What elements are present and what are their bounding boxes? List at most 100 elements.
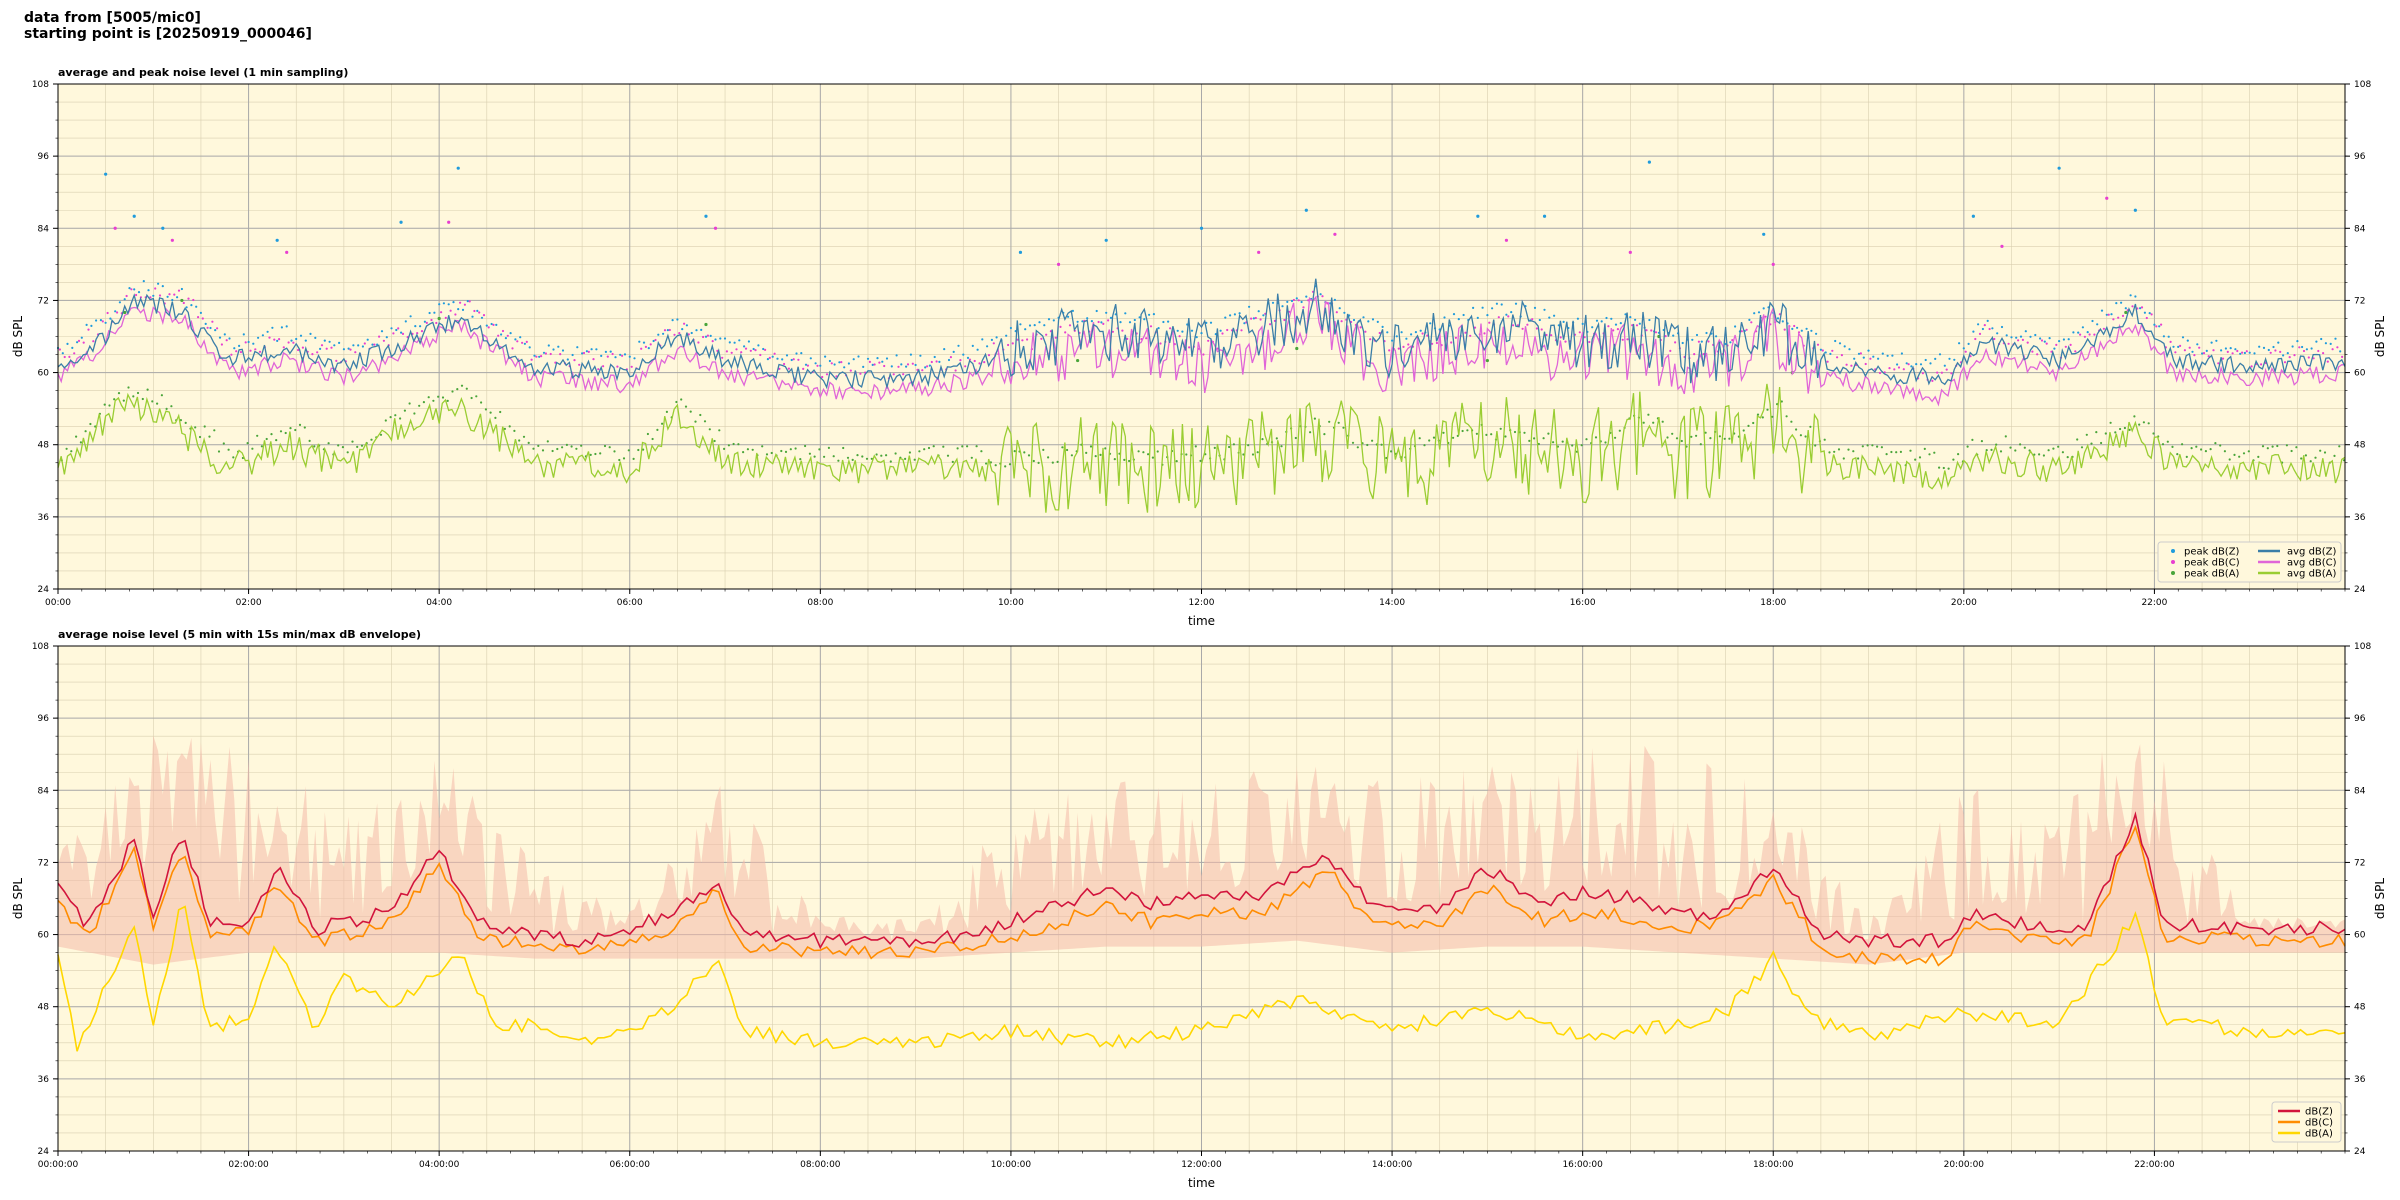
peak-extreme-point: [180, 298, 184, 303]
panel-title: average noise level (5 min with 15s min/…: [58, 628, 421, 641]
peak-extreme-point: [1762, 232, 1766, 236]
peak-z-point: [1581, 322, 1584, 325]
peak-a-point: [384, 419, 387, 422]
peak-z-point: [2181, 336, 2185, 339]
peak-c-point: [1064, 331, 1067, 334]
peak-z-point: [338, 341, 341, 344]
peak-z-point: [1610, 317, 1613, 320]
peak-a-point: [146, 388, 149, 391]
peak-a-point: [1814, 444, 1817, 447]
peak-a-point: [1294, 436, 1297, 440]
peak-z-point: [2091, 319, 2094, 323]
peak-z-point: [218, 336, 222, 339]
peak-z-point: [776, 357, 779, 360]
peak-z-point: [2143, 311, 2146, 314]
peak-z-point: [1419, 329, 1422, 332]
peak-a-point: [2290, 449, 2293, 453]
legend-label: peak dB(C): [2184, 558, 2240, 569]
peak-z-point: [1009, 326, 1013, 330]
peak-z-point: [166, 295, 169, 298]
peak-a-point: [379, 433, 383, 436]
peak-z-point: [1033, 324, 1036, 327]
peak-a-point: [1957, 453, 1960, 456]
peak-c-point: [92, 340, 95, 343]
peak-z-point: [137, 291, 141, 294]
peak-z-point: [838, 361, 841, 364]
peak-extreme-point: [1771, 262, 1775, 266]
peak-z-point: [209, 326, 212, 330]
peak-z-point: [252, 342, 255, 345]
peak-a-point: [837, 459, 840, 462]
peak-z-point: [2167, 335, 2170, 338]
peak-a-point: [794, 447, 797, 450]
peak-a-point: [1780, 400, 1783, 403]
peak-c-point: [883, 364, 886, 368]
peak-a-point: [1051, 461, 1054, 464]
y-tick-label: 24: [38, 1147, 50, 1157]
peak-a-point: [913, 458, 916, 461]
peak-a-point: [1914, 458, 1917, 461]
peak-c-point: [335, 359, 338, 362]
peak-a-point: [2304, 454, 2307, 457]
peak-c-point: [1026, 338, 1029, 341]
peak-c-point: [640, 347, 643, 350]
peak-a-point: [1561, 440, 1564, 443]
peak-z-point: [986, 345, 989, 348]
peak-a-point: [1442, 431, 1445, 434]
figure-header: data from [5005/mic0] starting point is …: [24, 10, 312, 42]
peak-extreme-point: [1018, 250, 1023, 254]
peak-a-point: [1828, 451, 1831, 454]
peak-c-point: [1145, 337, 1148, 340]
peak-a-point: [632, 457, 635, 460]
peak-z-point: [2220, 349, 2223, 352]
peak-z-point: [480, 316, 484, 319]
peak-a-point: [184, 421, 187, 424]
peak-z-point: [2096, 323, 2099, 326]
peak-c-point: [268, 336, 271, 339]
peak-c-point: [497, 334, 500, 337]
peak-a-point: [341, 446, 344, 449]
peak-z-point: [895, 354, 898, 357]
peak-a-point: [1885, 453, 1888, 456]
peak-z-point: [2324, 342, 2327, 345]
peak-a-point: [637, 448, 640, 452]
y-tick-label-right: 36: [2354, 1075, 2366, 1085]
peak-c-point: [392, 332, 395, 335]
peak-a-point: [2261, 445, 2265, 448]
peak-a-point: [546, 440, 549, 443]
peak-a-point: [565, 443, 569, 446]
peak-c-point: [1302, 306, 1305, 309]
peak-z-point: [385, 336, 388, 339]
peak-z-point: [1452, 313, 1456, 316]
peak-z-point: [1958, 342, 1961, 345]
peak-z-point: [1128, 321, 1132, 324]
peak-c-point: [773, 352, 776, 355]
peak-z-point: [685, 324, 689, 327]
peak-c-point: [425, 321, 428, 324]
peak-z-point: [357, 344, 360, 347]
peak-z-point: [2253, 352, 2256, 355]
peak-c-point: [1340, 320, 1343, 323]
peak-c-point: [1836, 356, 1839, 359]
peak-a-point: [1756, 413, 1760, 416]
peak-c-point: [1793, 324, 1796, 328]
peak-z-point: [1634, 318, 1637, 321]
peak-c-point: [1011, 342, 1014, 345]
peak-a-point: [1032, 459, 1035, 463]
peak-c-point: [1540, 328, 1543, 331]
peak-z-point: [1391, 339, 1394, 342]
peak-a-point: [1351, 441, 1355, 444]
peak-a-point: [1366, 443, 1369, 447]
peak-a-point: [270, 433, 273, 436]
peak-c-point: [287, 341, 290, 344]
peak-c-point: [1650, 329, 1653, 332]
peak-z-point: [2005, 334, 2008, 337]
peak-c-point: [2040, 339, 2044, 342]
peak-c-point: [1488, 321, 1491, 324]
peak-z-point: [1028, 324, 1032, 327]
peak-z-point: [2000, 325, 2004, 329]
peak-a-point: [680, 398, 683, 401]
peak-z-point: [657, 333, 660, 336]
peak-z-point: [933, 355, 936, 359]
peak-z-point: [847, 362, 851, 365]
